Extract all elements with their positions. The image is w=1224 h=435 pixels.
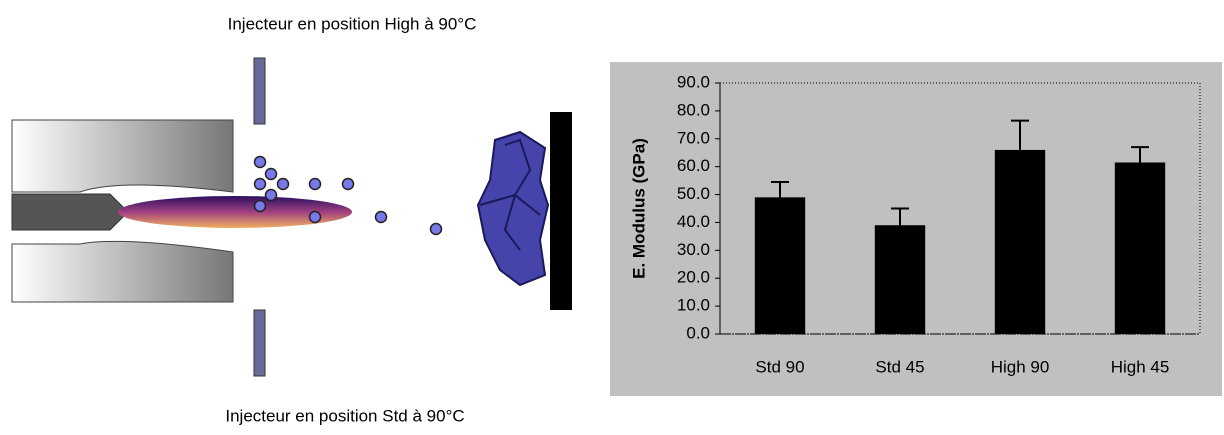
- electrode: [11, 193, 129, 231]
- gun-body-bottom: [11, 240, 234, 303]
- top-label: Injecteur en position High à 90°C: [228, 14, 477, 33]
- injector-std: [253, 309, 266, 377]
- deposit: [476, 130, 550, 287]
- x-tick-label: Std 90: [755, 357, 804, 376]
- y-tick-label: 20.0: [677, 268, 710, 287]
- error-bar: [771, 181, 789, 198]
- plasma-jet: [118, 196, 352, 228]
- x-tick-label: High 90: [991, 357, 1050, 376]
- y-tick-label: 50.0: [677, 184, 710, 203]
- y-tick-label: 70.0: [677, 128, 710, 147]
- y-tick-label: 60.0: [677, 156, 710, 175]
- substrate: [550, 112, 572, 310]
- y-tick-label: 40.0: [677, 212, 710, 231]
- y-tick-label: 0.0: [686, 323, 710, 342]
- error-bar: [1011, 119, 1029, 150]
- y-tick-label: 30.0: [677, 240, 710, 259]
- x-tick-label: High 45: [1111, 357, 1170, 376]
- plot-frame: [719, 82, 1201, 335]
- error-bar: [891, 207, 909, 226]
- particles: [253, 155, 443, 236]
- error-bar: [1131, 146, 1149, 163]
- bar: [994, 149, 1046, 334]
- y-axis-title: E. Modulus (GPa): [629, 138, 648, 279]
- y-tick-label: 90.0: [677, 72, 710, 91]
- injector-high: [253, 57, 266, 125]
- y-tick-label: 10.0: [677, 296, 710, 315]
- bar: [874, 225, 926, 334]
- bottom-label: Injecteur en position Std à 90°C: [225, 406, 464, 425]
- chart: E. Modulus (GPa) 0.0 10.0 20.0 30.0 40.0 50.0 6…: [629, 72, 1201, 376]
- x-tick-label: Std 45: [875, 357, 924, 376]
- diagram: Injecteur en position High à 90°C Inject…: [11, 14, 572, 425]
- bar: [754, 197, 806, 334]
- gun-body-top: [11, 119, 234, 193]
- bar: [1114, 162, 1166, 334]
- y-tick-label: 80.0: [677, 100, 710, 119]
- deposit-splats: [479, 138, 541, 251]
